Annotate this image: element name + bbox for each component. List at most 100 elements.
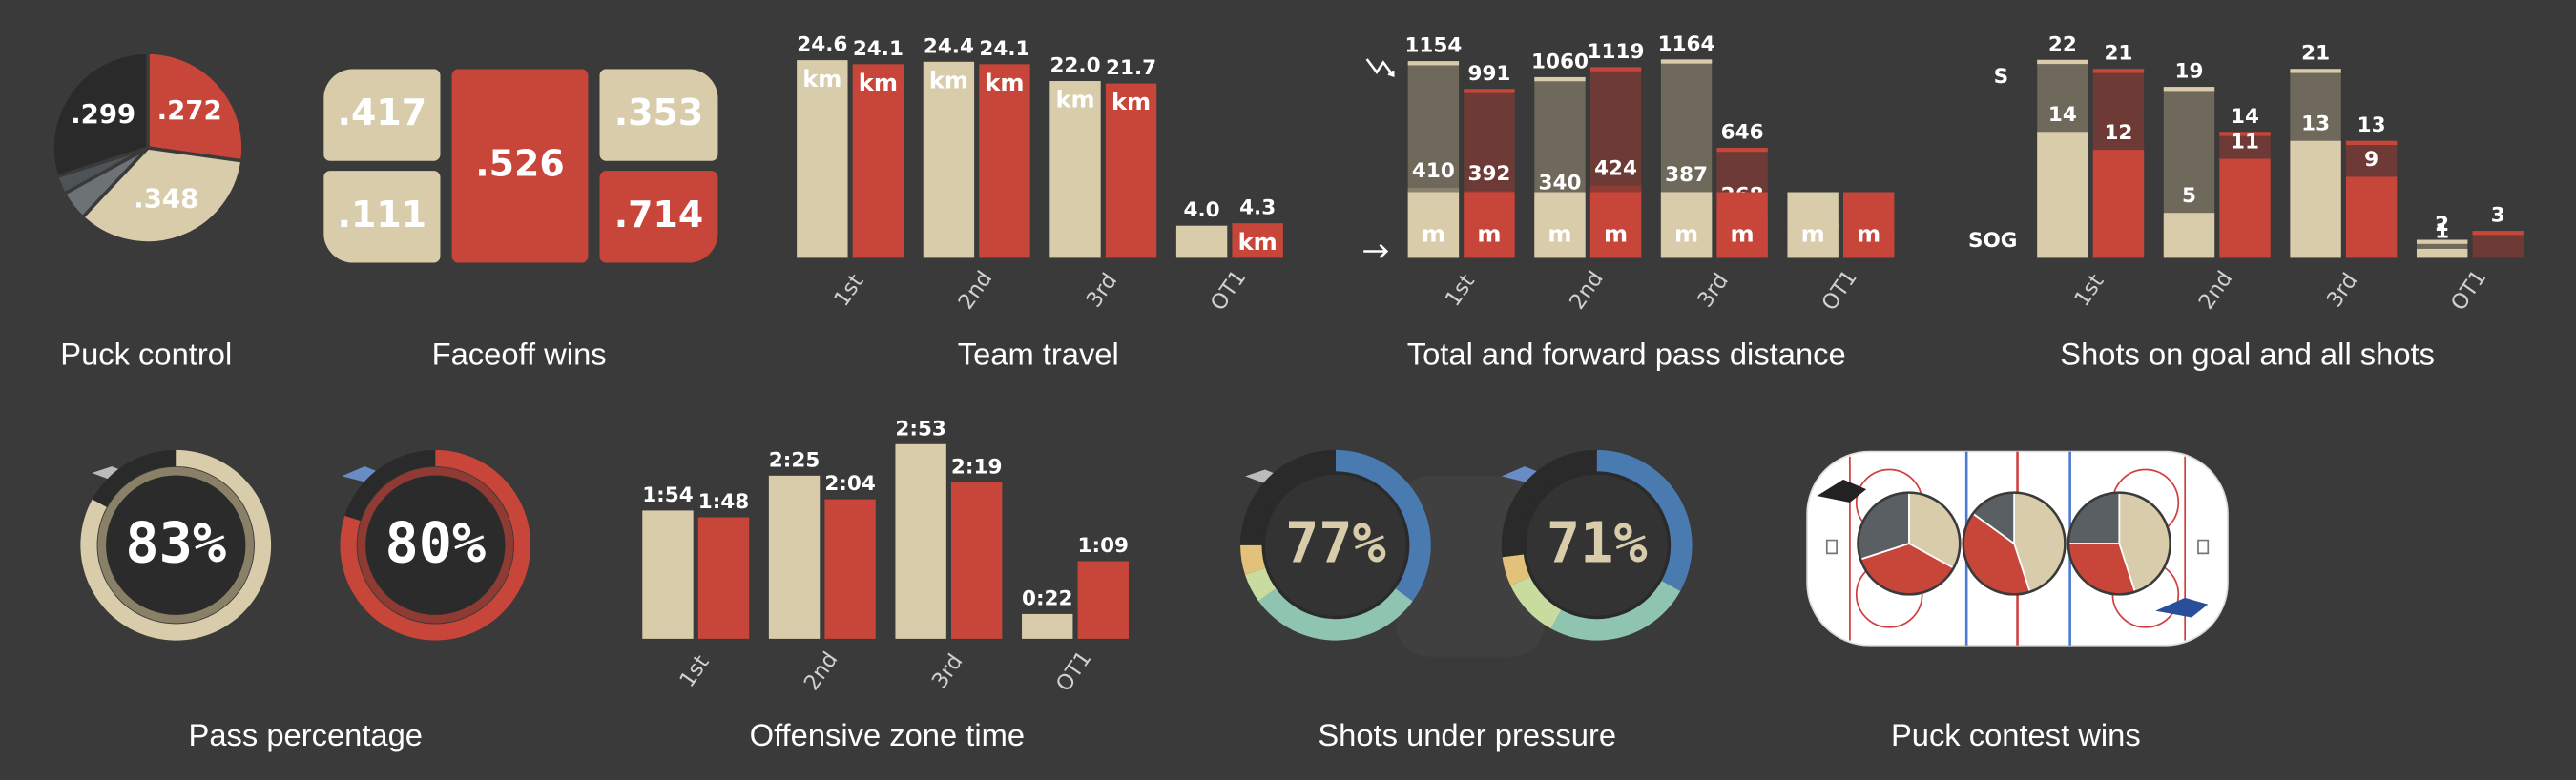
pie-outline xyxy=(1857,491,1962,596)
bar xyxy=(768,475,821,639)
inner-label: 1 xyxy=(2435,220,2449,244)
value-label: 21.7 xyxy=(1106,56,1156,80)
unit-label: m xyxy=(1422,220,1445,247)
unit-label: m xyxy=(1674,220,1698,247)
pie-slice xyxy=(146,51,245,163)
value-label: 2:25 xyxy=(769,448,821,472)
x-tick-label: 1st xyxy=(1441,270,1480,311)
unit-label: km xyxy=(985,70,1024,96)
bar-cap xyxy=(2345,140,2398,146)
inner-bar xyxy=(2416,248,2468,258)
side-label: SOG xyxy=(1968,229,2017,253)
value-label: 991 xyxy=(1467,62,1510,86)
bar-cap xyxy=(1407,61,1460,66)
x-tick-label: 2nd xyxy=(1565,267,1609,315)
inner-bar xyxy=(2219,158,2271,258)
value-label: 1060 xyxy=(1531,50,1589,73)
unit-label: m xyxy=(1604,220,1628,247)
inner-bar xyxy=(2037,132,2088,258)
chart-title: Shots on goal and all shots xyxy=(2060,336,2435,371)
donut-label: 80% xyxy=(384,511,486,576)
bar xyxy=(951,482,1003,639)
bar xyxy=(1022,613,1073,639)
donut-segment xyxy=(1550,580,1681,641)
inner-label: 5 xyxy=(2182,184,2196,208)
x-tick-label: 2nd xyxy=(2194,267,2238,315)
tile-label: .714 xyxy=(614,194,703,236)
unit-strip xyxy=(1716,192,1768,258)
unit-strip xyxy=(1787,192,1839,258)
slice-label: .272 xyxy=(157,95,222,126)
unit-strip xyxy=(1589,192,1642,258)
x-tick-label: 2nd xyxy=(800,647,843,695)
x-tick-label: 3rd xyxy=(2322,269,2363,312)
donut-inner-ring xyxy=(357,466,514,624)
unit-label: m xyxy=(1477,220,1501,247)
x-tick-label: 1st xyxy=(675,650,714,691)
value-label: 24.1 xyxy=(979,37,1029,61)
inner-label: 340 xyxy=(1539,171,1582,195)
squiggle-icon xyxy=(1365,58,1395,78)
value-label: 2:19 xyxy=(951,455,1003,479)
bar-cap xyxy=(1534,76,1586,82)
tile-label: .353 xyxy=(614,92,703,133)
x-tick-label: OT1 xyxy=(1206,265,1251,315)
inner-bar xyxy=(2163,213,2215,258)
tile xyxy=(323,171,441,263)
inner-label: 11 xyxy=(2231,130,2259,154)
inner-bar xyxy=(2092,150,2145,258)
bar xyxy=(642,510,694,639)
value-label: 22.0 xyxy=(1049,54,1100,78)
unit-label: km xyxy=(929,67,968,93)
value-label: 1:09 xyxy=(1078,534,1130,558)
tile-label: .526 xyxy=(475,142,564,184)
chart-title: Team travel xyxy=(958,336,1119,371)
bar-cap xyxy=(2037,59,2088,65)
arrow-icon xyxy=(1363,243,1389,259)
tile xyxy=(599,69,718,161)
unit-strip xyxy=(1407,192,1460,258)
value-label: 21 xyxy=(2104,42,2132,66)
bar-cap xyxy=(2092,69,2145,73)
value-label: 21 xyxy=(2301,42,2330,66)
value-label: 4.0 xyxy=(1184,198,1220,222)
pie-outline xyxy=(2067,491,2171,596)
slice-label: .299 xyxy=(71,99,135,130)
donut-segment xyxy=(1258,587,1413,641)
value-label: 646 xyxy=(1721,120,1764,144)
tile-label: .111 xyxy=(338,194,426,236)
bar xyxy=(923,61,975,258)
donut-segment xyxy=(1510,575,1563,629)
x-tick-label: 1st xyxy=(2069,270,2109,311)
chart-title: Offensive zone time xyxy=(750,717,1025,752)
inner-bar xyxy=(2290,140,2341,258)
donut-center xyxy=(1523,471,1672,620)
tile xyxy=(599,171,718,263)
bar-cap xyxy=(1660,59,1713,64)
bar xyxy=(1049,81,1101,258)
x-tick-label: 2nd xyxy=(954,267,998,315)
value-label: 2:53 xyxy=(895,417,946,441)
value-label: 1:48 xyxy=(698,490,750,514)
bar-cap xyxy=(1464,89,1515,93)
value-label: 1119 xyxy=(1588,40,1645,64)
chart-title: Pass percentage xyxy=(189,717,423,752)
bar-cap xyxy=(2472,231,2524,236)
inner-label: 14 xyxy=(2048,103,2077,127)
unit-label: m xyxy=(1801,220,1825,247)
donut-center xyxy=(1261,471,1410,620)
pie-slice xyxy=(80,146,244,245)
unit-strip xyxy=(1660,192,1713,258)
inner-label: 12 xyxy=(2104,121,2132,145)
bar xyxy=(1105,83,1157,258)
bar-cap xyxy=(2290,69,2341,73)
value-label: 24.4 xyxy=(924,34,974,58)
value-label: 14 xyxy=(2231,105,2259,129)
bar xyxy=(1175,225,1228,258)
unit-label: km xyxy=(859,70,898,96)
value-label: 24.1 xyxy=(853,37,904,61)
inner-label: 9 xyxy=(2364,148,2379,172)
bar xyxy=(895,443,946,639)
